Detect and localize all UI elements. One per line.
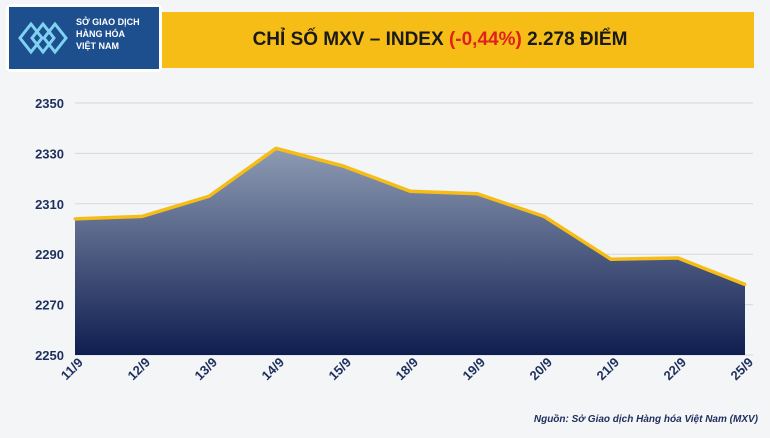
logo: SỞ GIAO DỊCH HÀNG HÓA VIỆT NAM: [6, 4, 162, 72]
x-tick-label: 14/9: [259, 355, 288, 384]
header: SỞ GIAO DỊCH HÀNG HÓA VIỆT NAM CHỈ SỐ MX…: [0, 0, 770, 72]
x-tick-label: 22/9: [661, 355, 690, 384]
x-tick-label: 21/9: [594, 355, 623, 384]
data-point: [341, 164, 345, 168]
source-note: Nguồn: Sở Giao dịch Hàng hóa Việt Nam (M…: [533, 414, 758, 425]
data-point: [676, 256, 680, 260]
data-point: [274, 146, 278, 150]
y-tick-label: 2310: [35, 197, 64, 212]
chart-title: CHỈ SỐ MXV – INDEX (-0,44%) 2.278 ĐIỂM: [170, 24, 710, 56]
logo-mark-icon: [18, 21, 68, 55]
data-point: [609, 257, 613, 261]
y-tick-label: 2350: [35, 96, 64, 111]
logo-line: VIỆT NAM: [76, 41, 120, 51]
header-band: [70, 12, 754, 68]
data-point: [475, 192, 479, 196]
data-point: [542, 214, 546, 218]
x-tick-label: 13/9: [192, 355, 221, 384]
title-prefix: CHỈ SỐ MXV – INDEX: [252, 29, 444, 50]
x-tick-label: 19/9: [460, 355, 489, 384]
data-point: [140, 214, 144, 218]
title-value: 2.278 ĐIỂM: [527, 29, 628, 50]
x-tick-label: 25/9: [728, 355, 757, 384]
data-point: [408, 189, 412, 193]
y-tick-label: 2270: [35, 298, 64, 313]
y-tick-label: 2290: [35, 247, 64, 262]
data-point: [73, 217, 77, 221]
data-point: [743, 282, 747, 286]
area-fill: [75, 148, 745, 355]
logo-line: SỞ GIAO DỊCH: [76, 17, 140, 27]
x-tick-label: 15/9: [326, 355, 355, 384]
x-tick-label: 20/9: [527, 355, 556, 384]
y-tick-label: 2330: [35, 146, 64, 161]
y-tick-label: 2250: [35, 348, 64, 363]
title-change: (-0,44%): [448, 29, 522, 50]
logo-text: SỞ GIAO DỊCH HÀNG HÓA VIỆT NAM: [76, 16, 160, 52]
x-tick-label: 12/9: [125, 355, 154, 384]
x-tick-label: 18/9: [393, 355, 422, 384]
data-point: [207, 194, 211, 198]
logo-line: HÀNG HÓA: [76, 29, 125, 39]
